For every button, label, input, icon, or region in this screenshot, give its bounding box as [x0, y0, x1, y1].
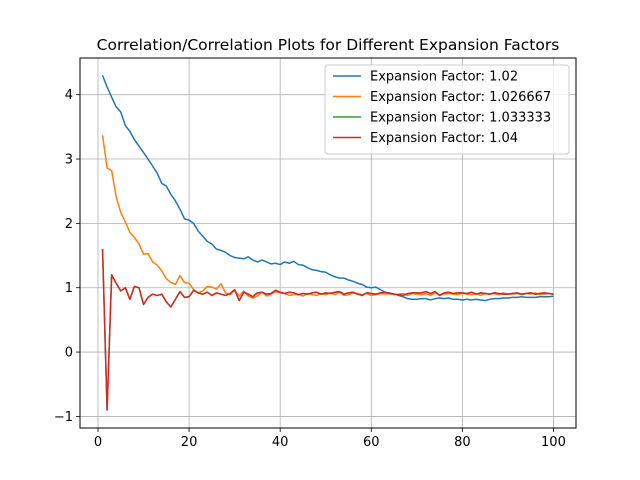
series-line-4	[101, 249, 554, 411]
chart-title: Correlation/Correlation Plots for Differ…	[97, 36, 560, 54]
x-tick-label: 60	[363, 435, 380, 450]
x-tick-label: 80	[454, 435, 471, 450]
x-axis: 0 20 40 60 80 100	[94, 428, 566, 450]
legend: Expansion Factor: 1.02 Expansion Factor: …	[324, 64, 570, 155]
x-tick-label: 40	[272, 435, 289, 450]
y-tick-label: 3	[65, 153, 73, 168]
grid-lines	[80, 58, 576, 428]
y-tick-label: 1	[65, 281, 73, 296]
plot-lines	[101, 75, 554, 411]
series-line-1	[101, 75, 554, 302]
plot-frame	[79, 57, 577, 429]
legend-label-4: Expansion Factor: 1.04	[370, 131, 518, 146]
y-tick-label: −1	[54, 410, 73, 425]
y-tick-label: 4	[65, 88, 73, 103]
x-tick-label: 0	[94, 435, 102, 450]
legend-box	[324, 64, 570, 155]
x-tick-label: 20	[181, 435, 198, 450]
legend-label-2: Expansion Factor: 1.026667	[370, 90, 551, 105]
x-tick-label: 100	[541, 435, 566, 450]
y-axis: −1 0 1 2 3 4	[54, 88, 80, 425]
y-tick-label: 2	[65, 217, 73, 232]
y-tick-label: 0	[65, 346, 73, 361]
legend-label-3: Expansion Factor: 1.033333	[370, 111, 551, 126]
legend-label-1: Expansion Factor: 1.02	[370, 70, 518, 85]
